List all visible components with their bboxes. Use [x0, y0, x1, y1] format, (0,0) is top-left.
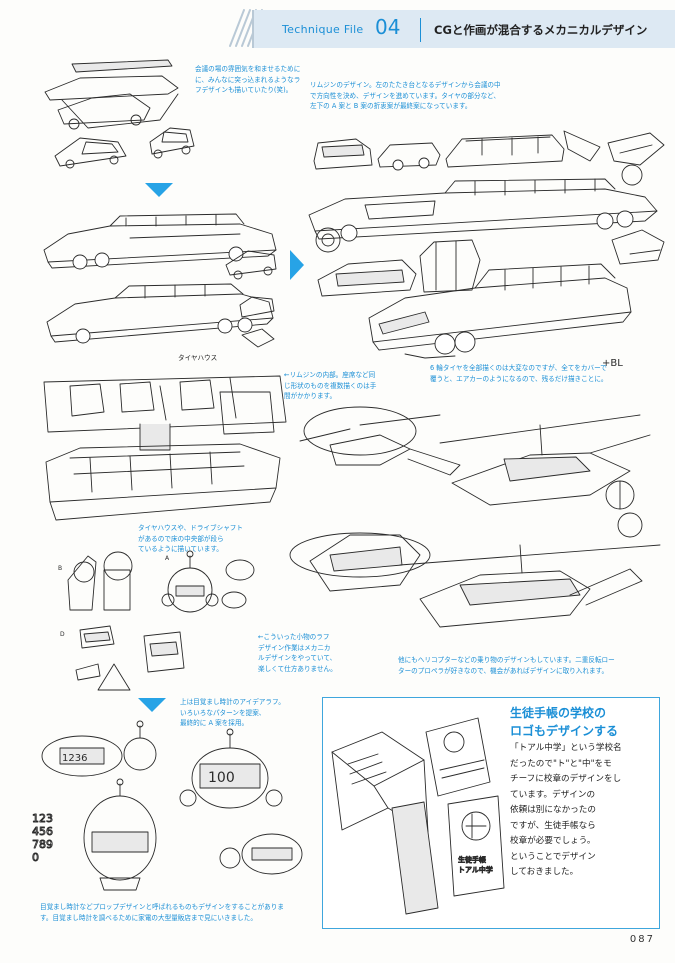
clock-label-b: B [58, 565, 62, 572]
header-divider [420, 18, 421, 42]
sketch-limousine-b [46, 283, 274, 344]
sidebar-title: 生徒手帳の学校の ロゴもデザインする [510, 706, 619, 738]
caption-drive-shaft: タイヤハウスや、ドライブシャフト があるので床の中央部が段ら ているように描いて… [138, 524, 243, 553]
page-title: CGと作画が混合するメカニカルデザイン [434, 23, 648, 37]
sketch-clock-ideas: B A D [58, 550, 255, 691]
clock-digits-1: 1236 [62, 753, 87, 764]
clock-label-d: D [60, 631, 65, 638]
flow-arrow-right [290, 250, 304, 280]
sketch-bl-note: +BL [602, 358, 623, 369]
clock-label-a: A [165, 555, 170, 562]
caption-helicopter: 他にもヘリコプターなどの乗り物のデザインもしています。二重反転ロー ターのプロペ… [398, 656, 615, 675]
sketch-limousine-interior [43, 375, 287, 521]
header-stripes [229, 9, 263, 47]
sketch-helicopters [289, 406, 661, 628]
header-file-number: 04 [375, 15, 401, 39]
sketch-limousine-parts [563, 130, 665, 186]
sidebar-body: 「トアル中学」という学校名 だったので"ト"と"中"をモ チーフに校章のデザイン… [510, 743, 622, 877]
caption-small-props: ←こういった小物のラフ デザイン作業はメカニカ ルデザインをやっていて、 楽しく… [258, 633, 337, 673]
page-number: 087 [629, 934, 655, 945]
sketch-limousine-front-side [313, 134, 565, 171]
label-tire-house: タイヤハウス [178, 354, 218, 362]
sketch-limousine-a [43, 213, 277, 270]
header-bar [252, 10, 675, 48]
flow-arrow-down [145, 183, 173, 197]
sketch-rough-cars [44, 59, 195, 169]
sketch-small-cars-right [225, 250, 277, 348]
clock-digits-2: 100 [208, 770, 235, 786]
flow-arrow-down-2 [138, 698, 166, 712]
sketch-limousine-final [368, 263, 632, 359]
sketch-limousine-details [315, 227, 665, 297]
caption-limousine-design: リムジンのデザイン。左のたたき台となるデザインから会議の中 で方向性を決め、デザ… [310, 81, 501, 110]
caption-clock-idea: 上は目覚まし時計のアイデアラフ。 いろいろなパターンを提案、 最終的に A 案を… [180, 698, 285, 727]
caption-interior: ←リムジンの内部。座席など同 じ形状のものを複数描くのは手 間がかかります。 [284, 371, 377, 400]
header-technique-label: Technique File [282, 23, 364, 36]
caption-prop-design: 目覚まし時計などプロップデザインと呼ばれるものもデザインをすることがありま す。… [40, 903, 284, 922]
sketch-student-notebook: 生徒手帳トアル中学 [331, 717, 505, 915]
caption-six-wheel: 6 輪タイヤを全部描くのは大変なのですが、全てをカバーで 覆うと、エアカーのよう… [430, 364, 608, 383]
clock-digits-column: 123 456 789 0 [32, 812, 53, 864]
caption-conference-idea: 会議の場の雰囲気を和ませるために に、みんなに突っ込まれるようなラ フデザインも… [195, 65, 301, 94]
sketch-alarm-clocks: 1236 100 123 456 789 0 [32, 720, 303, 891]
note-bl-text: +BL [602, 358, 623, 369]
notebook-label: 生徒手帳トアル中学 [458, 855, 493, 874]
